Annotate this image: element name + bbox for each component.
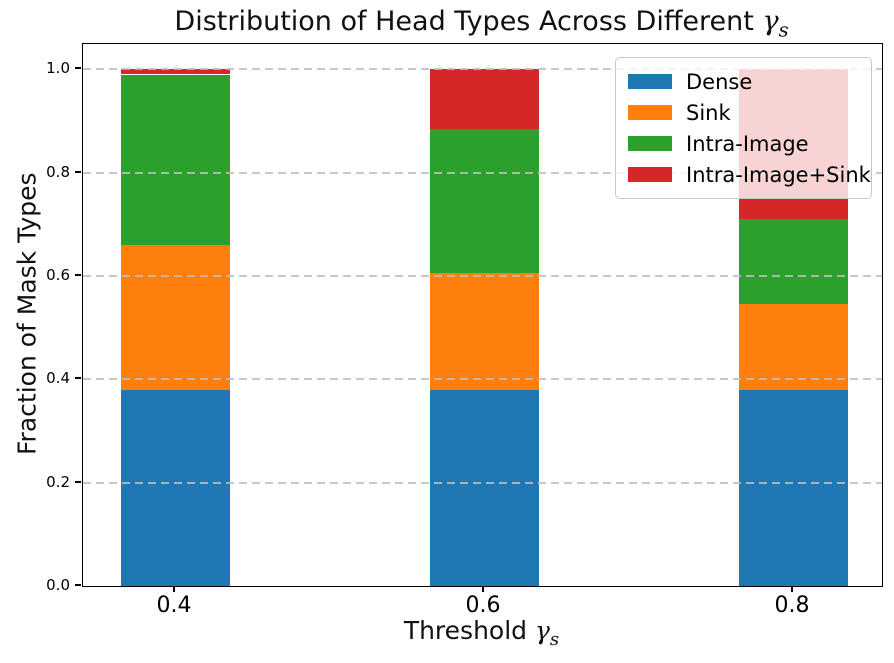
legend-items: Dense Sink Intra-Image Intra-Image+Sink [628,66,871,190]
y-tick-label-0.0: 0.0 [46,576,70,594]
y-axis-label: Fraction of Mask Types [12,172,42,456]
gamma-subscript: s [549,629,560,650]
legend-label: Intra-Image+Sink [686,162,871,187]
y-tick-mark-0.0 [75,584,81,586]
legend-swatch-icon-intra-image+sink [628,167,672,182]
bar-segment-0.6-intra-image [429,128,539,274]
x-tick-mark-0.6 [482,586,484,592]
y-tick-label-0.4: 0.4 [46,369,70,388]
chart-title: Distribution of Head Types Across Differ… [82,5,881,47]
legend-item-dense: Dense [628,66,859,97]
legend-label: Intra-Image [686,131,809,156]
gridline-y-1.0 [83,68,882,71]
bar-segment-0.8-dense [738,389,848,586]
y-tick-mark-0.2 [75,480,81,483]
bar-segment-0.4-intra-image+sink [120,69,230,75]
bar-segment-0.4-sink [120,245,230,390]
y-tick-mark-0.6 [75,273,81,276]
x-tick-mark-0.4 [173,586,175,592]
y-tick-mark-0.8 [75,170,81,173]
y-tick-mark-1.0 [75,67,81,70]
legend-item-intra-image+sink: Intra-Image+Sink [628,159,871,190]
legend-item-sink: Sink [628,97,859,128]
legend-item-intra-image: Intra-Image [628,128,859,159]
x-tick-label-0.4: 0.4 [156,593,192,618]
gridline-y-0.2 [83,481,882,484]
y-tick-label-0.8: 0.8 [46,162,70,181]
legend-swatch-icon-dense [628,74,672,89]
plot-area: Dense Sink Intra-Image Intra-Image+Sink [82,43,883,587]
bar-segment-0.4-intra-image [120,74,230,245]
x-tick-mark-0.8 [791,586,793,592]
legend: Dense Sink Intra-Image Intra-Image+Sink [615,57,872,199]
gamma-symbol: γ [534,616,550,645]
gamma-symbol: γ [762,6,779,37]
bar-segment-0.6-intra-image+sink [429,69,539,129]
x-tick-label-0.8: 0.8 [774,593,810,618]
chart-title-text: Distribution of Head Types Across Differ… [174,6,763,37]
y-tick-label-0.6: 0.6 [46,265,70,284]
bar-segment-0.8-intra-image [738,219,848,305]
bar-segment-0.8-sink [738,304,848,390]
bar-segment-0.6-dense [429,389,539,586]
x-axis-label: Threshold γs [82,616,881,650]
y-tick-label-1.0: 1.0 [46,59,70,78]
y-tick-mark-0.4 [75,377,81,380]
gridline-y-0.8 [83,171,882,174]
legend-swatch-icon-sink [628,105,672,120]
legend-swatch-icon-intra-image [628,136,672,151]
gridline-y-0.6 [83,274,882,277]
gridline-y-0.4 [83,378,882,381]
x-tick-label-0.6: 0.6 [465,593,501,618]
bar-segment-0.6-sink [429,273,539,390]
bar-segment-0.4-dense [120,389,230,586]
legend-label: Dense [686,69,753,94]
legend-label: Sink [686,100,731,125]
x-axis-label-text: Threshold [403,616,535,645]
gamma-subscript: s [778,18,789,42]
y-tick-label-0.2: 0.2 [46,472,70,491]
